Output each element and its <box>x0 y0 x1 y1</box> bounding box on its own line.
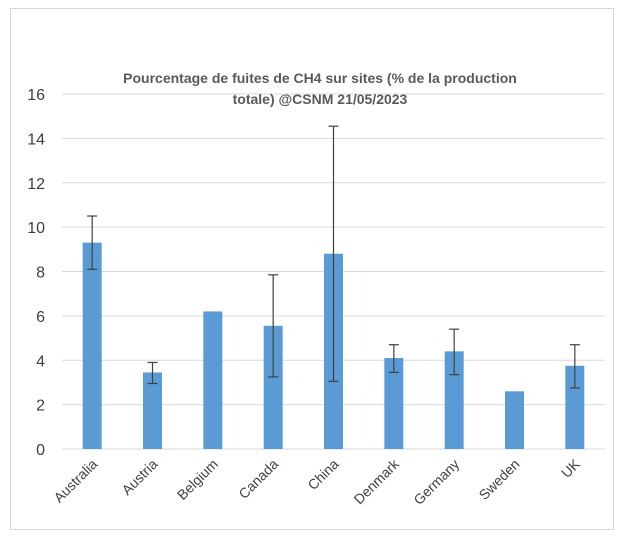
bar-sweden <box>505 391 524 449</box>
bar-austria <box>143 372 162 449</box>
y-tick-label: 16 <box>27 87 45 104</box>
x-category-label: Sweden <box>476 456 523 503</box>
x-category-label: Australia <box>50 456 100 506</box>
bar-denmark <box>384 358 404 449</box>
y-tick-label: 12 <box>27 176 45 193</box>
bar-belgium <box>203 311 223 449</box>
bar-germany <box>444 351 464 449</box>
x-axis-categories: Australia Austria Belgium Canada China Denmar… <box>50 455 583 508</box>
y-axis-ticks: 0 2 4 6 8 10 12 14 16 <box>27 87 45 459</box>
x-category-label: UK <box>558 455 584 481</box>
bar-canada <box>263 325 283 449</box>
y-tick-label: 0 <box>36 442 45 459</box>
x-category-label: Denmark <box>350 455 402 507</box>
y-tick-label: 8 <box>36 265 45 282</box>
bar-uk <box>565 365 585 449</box>
y-tick-label: 2 <box>36 398 45 415</box>
x-category-label: Belgium <box>174 456 221 503</box>
chart-title-line-2: totale) @CSNM 21/05/2023 <box>233 91 408 107</box>
x-category-label: China <box>304 456 341 493</box>
x-category-label: Canada <box>235 456 281 502</box>
bar-australia <box>82 242 102 449</box>
x-category-label: Germany <box>410 456 462 508</box>
y-tick-label: 14 <box>27 131 45 148</box>
y-tick-label: 10 <box>27 220 45 237</box>
y-tick-label: 4 <box>36 353 45 370</box>
x-category-label: Austria <box>118 456 160 498</box>
y-tick-label: 6 <box>36 309 45 326</box>
error-bars <box>87 125 580 389</box>
chart-title-line-1: Pourcentage de fuites de CH4 sur sites (… <box>123 70 517 86</box>
